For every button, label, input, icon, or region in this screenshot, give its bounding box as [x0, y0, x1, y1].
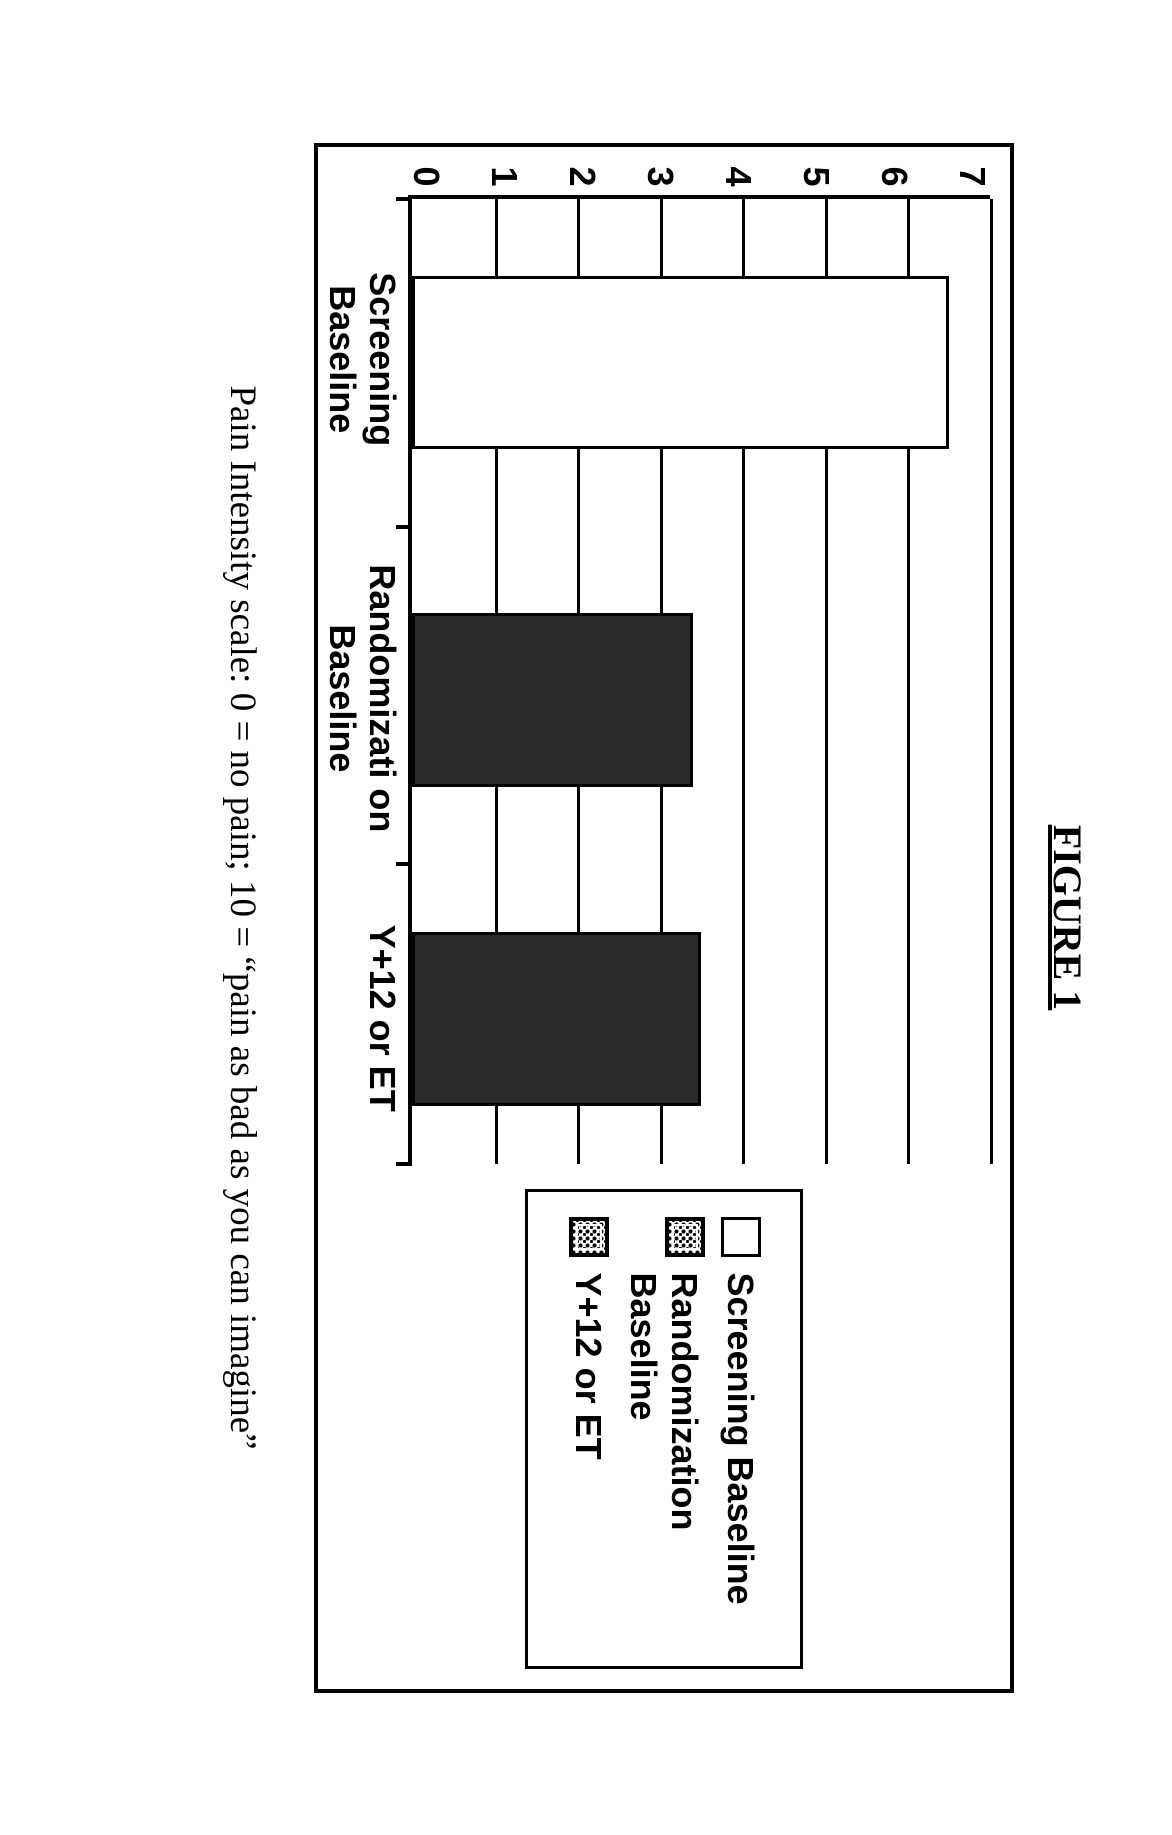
bar-randomization	[412, 613, 693, 787]
legend-label: Randomization Baseline	[623, 1273, 706, 1641]
legend: Screening Baseline Randomization Baseline…	[525, 1189, 803, 1669]
x-axis-labels: Screening BaselineRandomizati on Baselin…	[338, 195, 408, 1164]
legend-swatch	[721, 1217, 761, 1257]
y-tick: 3	[642, 167, 678, 187]
legend-item: Y+12 or ET	[567, 1217, 608, 1641]
y-tick: 4	[720, 167, 756, 187]
legend-item: Screening Baseline	[719, 1217, 760, 1641]
figure-caption: Pain Intensity scale: 0 = no pain; 10 = …	[221, 20, 264, 1815]
y-tick: 7	[954, 167, 990, 187]
y-tick: 0	[408, 167, 444, 187]
legend-label: Y+12 or ET	[567, 1273, 608, 1460]
legend-swatch	[569, 1217, 609, 1257]
bar-y12	[412, 932, 701, 1106]
y-tick: 5	[798, 167, 834, 187]
x-label-screening: Screening Baseline	[323, 229, 402, 489]
bar-screening	[412, 276, 949, 450]
legend-swatch	[665, 1217, 705, 1257]
gridline	[990, 199, 993, 1164]
y-tick: 6	[876, 167, 912, 187]
chart-frame: 76543210 Screening BaselineRandomizati o…	[314, 143, 1014, 1693]
figure-title: FIGURE 1	[1044, 20, 1091, 1815]
x-label-randomization: Randomizati on Baseline	[323, 538, 402, 858]
x-label-y12: Y+12 or ET	[362, 868, 402, 1168]
legend-item: Randomization Baseline	[623, 1217, 706, 1641]
y-tick: 1	[486, 167, 522, 187]
legend-label: Screening Baseline	[719, 1273, 760, 1605]
y-axis: 7 6 5 4 3 2 1 0	[338, 157, 990, 195]
y-tick: 2	[564, 167, 600, 187]
plot-area	[408, 195, 990, 1164]
